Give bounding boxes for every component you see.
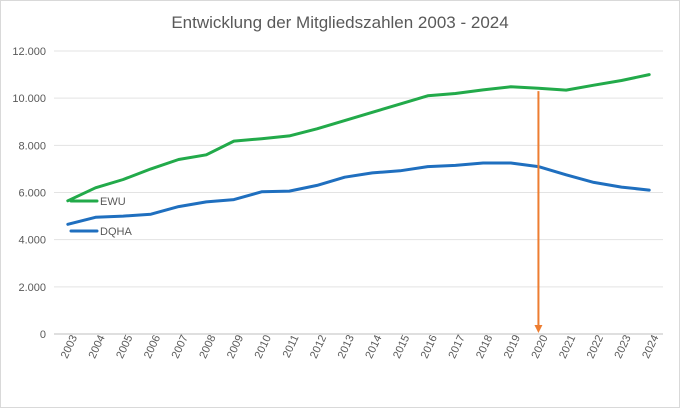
annotation-arrow (534, 91, 543, 333)
x-tick-label: 2021 (557, 333, 578, 360)
x-tick-label: 2008 (197, 333, 218, 360)
x-tick-label: 2012 (308, 333, 329, 360)
gridlines (54, 50, 663, 335)
x-tick-label: 2014 (363, 333, 384, 360)
series-lines (66, 73, 651, 226)
y-tick-label: 2.000 (18, 282, 46, 294)
legend: EWU DQHA (69, 196, 132, 238)
series-line-ewu (66, 73, 651, 203)
x-tick-label: 2013 (336, 333, 357, 360)
x-tick-label: 2022 (585, 333, 606, 360)
x-tick-label: 2011 (281, 333, 302, 360)
x-tick-label: 2006 (142, 333, 163, 360)
chart-title: Entwicklung der Mitgliedszahlen 2003 - 2… (171, 13, 508, 32)
y-tick-label: 12.000 (12, 46, 46, 58)
x-tick-label: 2018 (474, 333, 495, 360)
x-tick-label: 2020 (529, 333, 550, 360)
x-tick-label: 2019 (502, 333, 523, 360)
series-line-dqha (66, 161, 651, 226)
x-tick-label: 2024 (640, 333, 661, 360)
legend-label-ewu: EWU (100, 196, 126, 208)
x-tick-label: 2004 (87, 333, 108, 360)
x-axis-ticks: 2003 2004 2005 2006 2007 2008 2009 2010 2011 2012… (59, 333, 662, 360)
x-tick-label: 2009 (225, 333, 246, 360)
y-tick-label: 10.000 (12, 93, 46, 105)
y-tick-label: 6.000 (18, 188, 46, 200)
y-tick-label: 4.000 (18, 235, 46, 247)
legend-label-dqha: DQHA (100, 226, 132, 238)
y-tick-label: 0 (40, 329, 46, 341)
y-axis-ticks: 0 2.000 4.000 6.000 8.000 10.000 12.000 (12, 46, 46, 341)
x-tick-label: 2023 (613, 333, 634, 360)
x-tick-label: 2003 (59, 333, 80, 360)
x-tick-label: 2015 (391, 333, 412, 360)
x-tick-label: 2010 (253, 333, 274, 360)
arrow-head (534, 325, 543, 333)
x-tick-label: 2017 (446, 333, 467, 360)
x-tick-label: 2007 (170, 333, 191, 360)
x-tick-label: 2005 (114, 333, 135, 360)
y-tick-label: 8.000 (18, 140, 46, 152)
x-tick-label: 2016 (419, 333, 440, 360)
